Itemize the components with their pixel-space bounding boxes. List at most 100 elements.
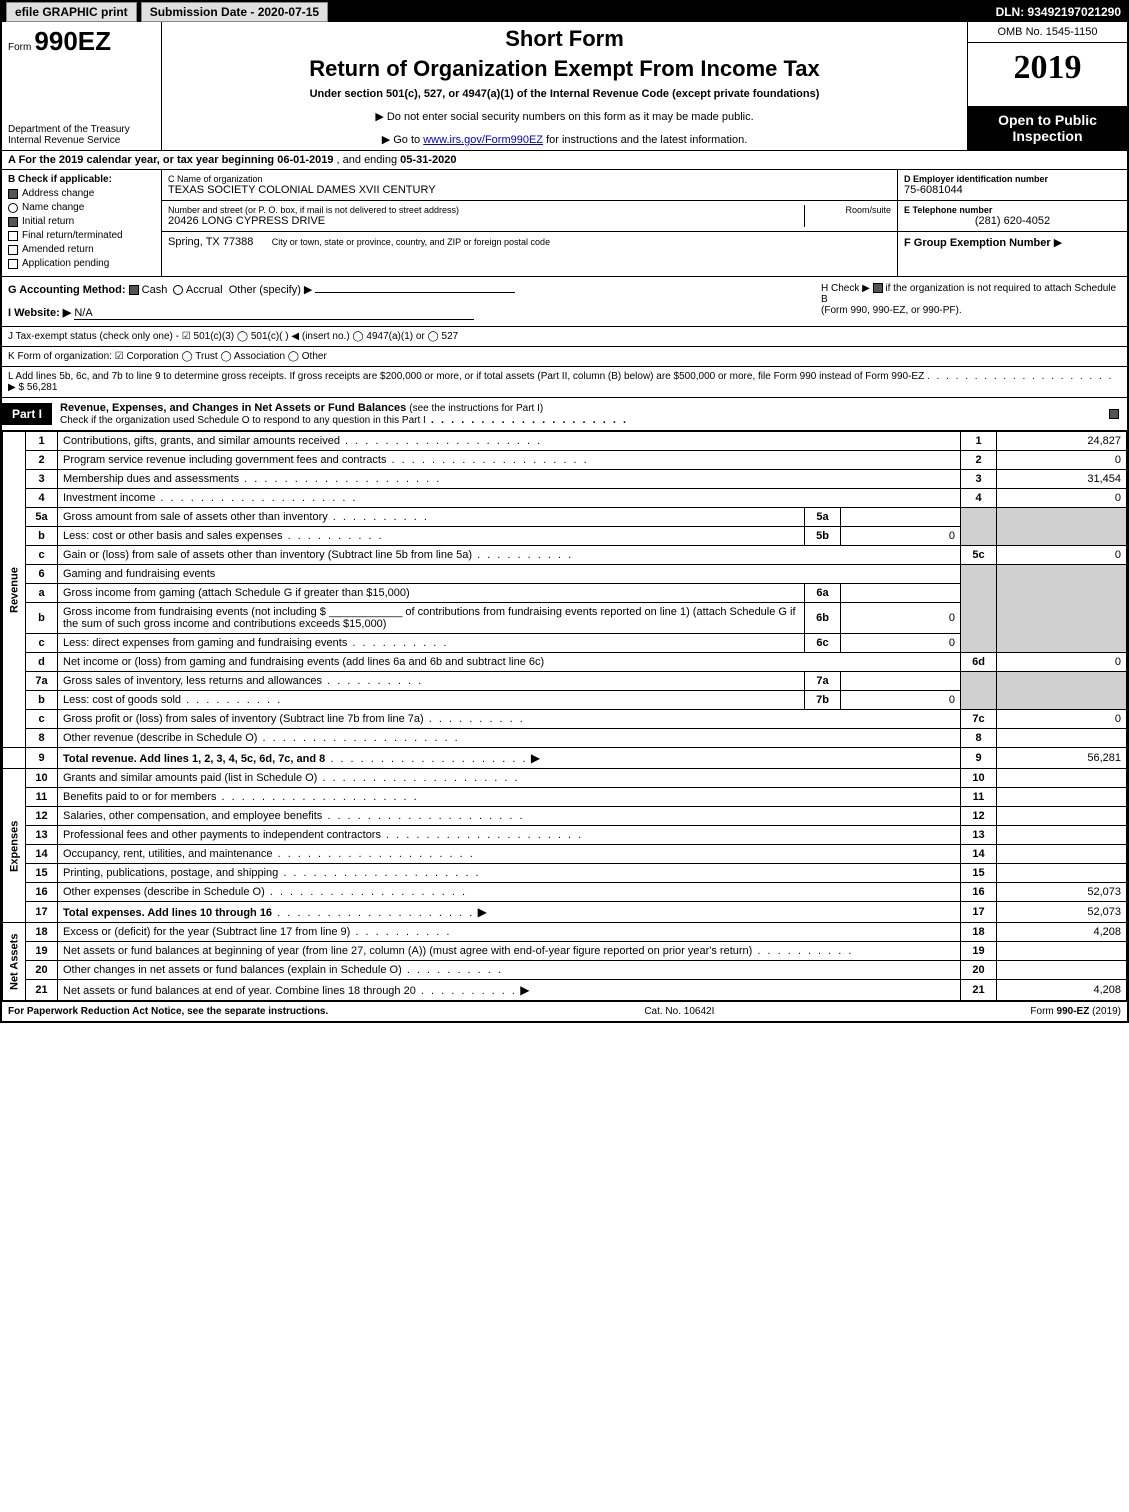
l18-n: 18	[26, 923, 58, 942]
a-end: 05-31-2020	[400, 154, 456, 166]
tax-year: 2019	[968, 43, 1127, 93]
dln-label: DLN: 93492197021290	[996, 5, 1121, 19]
section-j: J Tax-exempt status (check only one) - ☑…	[2, 327, 1127, 347]
l12-amt	[997, 807, 1127, 826]
note-goto: ▶ Go to www.irs.gov/Form990EZ for instru…	[170, 133, 959, 146]
side-netassets: Net Assets	[3, 923, 26, 1001]
l21-amt: 4,208	[997, 980, 1127, 1001]
l10-n: 10	[26, 769, 58, 788]
note2-suffix: for instructions and the latest informat…	[543, 134, 747, 146]
l6-shade2	[997, 565, 1127, 653]
l7-shade1	[961, 672, 997, 710]
part1-title-text: Revenue, Expenses, and Changes in Net As…	[60, 402, 406, 414]
website-field[interactable]: N/A	[74, 307, 474, 320]
d-label: D Employer identification number	[904, 174, 1048, 184]
efile-print-button[interactable]: efile GRAPHIC print	[6, 2, 137, 22]
l17-n: 17	[26, 902, 58, 923]
section-f: F Group Exemption Number ▶	[898, 232, 1127, 253]
l12-label: Salaries, other compensation, and employ…	[63, 810, 322, 822]
l1-box: 1	[961, 432, 997, 451]
l8-amt	[997, 729, 1127, 748]
b-item-3: Final return/terminated	[22, 230, 123, 241]
chk-accrual[interactable]	[173, 285, 183, 295]
chk-app-pending[interactable]	[8, 259, 18, 269]
l5c-box: 5c	[961, 546, 997, 565]
footer-right: Form 990-EZ (2019)	[1030, 1006, 1121, 1017]
city-value: Spring, TX 77388	[168, 236, 253, 248]
l7b-samt: 0	[841, 691, 961, 710]
l8-box: 8	[961, 729, 997, 748]
org-name: TEXAS SOCIETY COLONIAL DAMES XVII CENTUR…	[168, 184, 891, 196]
l11-n: 11	[26, 788, 58, 807]
l1-label: Contributions, gifts, grants, and simila…	[63, 435, 340, 447]
subtitle: Under section 501(c), 527, or 4947(a)(1)…	[170, 88, 959, 100]
chk-schedule-b[interactable]	[873, 283, 883, 293]
l7a-samt	[841, 672, 961, 691]
l5c-n: c	[26, 546, 58, 565]
l7a-n: 7a	[26, 672, 58, 691]
l20-box: 20	[961, 961, 997, 980]
l6c-n: c	[26, 634, 58, 653]
l19-label: Net assets or fund balances at beginning…	[63, 945, 752, 957]
l1-n: 1	[26, 432, 58, 451]
l1-amt: 24,827	[997, 432, 1127, 451]
irs-link[interactable]: www.irs.gov/Form990EZ	[423, 134, 543, 146]
l5c-amt: 0	[997, 546, 1127, 565]
note-ssn: ▶ Do not enter social security numbers o…	[170, 110, 959, 123]
chk-cash[interactable]	[129, 285, 139, 295]
l6a-n: a	[26, 584, 58, 603]
l-amt: 56,281	[27, 382, 58, 393]
open-public-l1: Open to Public	[970, 112, 1125, 128]
g-accrual: Accrual	[186, 284, 223, 296]
side-expenses: Expenses	[3, 769, 26, 923]
l18-amt: 4,208	[997, 923, 1127, 942]
l15-label: Printing, publications, postage, and shi…	[63, 867, 278, 879]
section-c: C Name of organization TEXAS SOCIETY COL…	[162, 170, 897, 276]
l10-label: Grants and similar amounts paid (list in…	[63, 772, 317, 784]
l6b-sub: 6b	[805, 603, 841, 634]
b-item-1: Name change	[22, 202, 84, 213]
l3-box: 3	[961, 470, 997, 489]
l13-box: 13	[961, 826, 997, 845]
f-label: F Group Exemption Number	[904, 237, 1051, 249]
l6b-n: b	[26, 603, 58, 634]
l16-n: 16	[26, 883, 58, 902]
l5a-samt	[841, 508, 961, 527]
section-k: K Form of organization: ☑ Corporation ◯ …	[2, 347, 1127, 367]
c-label: C Name of organization	[168, 174, 891, 184]
h-text1: H Check ▶	[821, 283, 870, 294]
l4-box: 4	[961, 489, 997, 508]
header-right: OMB No. 1545-1150 2019 Open to Public In…	[967, 22, 1127, 150]
chk-name-change[interactable]	[8, 203, 18, 213]
l5b-sub: 5b	[805, 527, 841, 546]
note2-prefix: ▶ Go to	[382, 134, 423, 146]
l9-amt: 56,281	[997, 748, 1127, 769]
part1-check-line: Check if the organization used Schedule …	[60, 415, 426, 426]
l2-label: Program service revenue including govern…	[63, 454, 386, 466]
section-h: H Check ▶ if the organization is not req…	[821, 283, 1121, 320]
l16-label: Other expenses (describe in Schedule O)	[63, 886, 265, 898]
l9-label: Total revenue. Add lines 1, 2, 3, 4, 5c,…	[63, 753, 325, 765]
submission-date-badge: Submission Date - 2020-07-15	[141, 2, 328, 22]
l5b-n: b	[26, 527, 58, 546]
a-prefix: A For the 2019 calendar year, or tax yea…	[8, 154, 277, 166]
short-form-title: Short Form	[170, 26, 959, 52]
chk-amended[interactable]	[8, 245, 18, 255]
dept-line2: Internal Revenue Service	[8, 135, 155, 146]
l7c-box: 7c	[961, 710, 997, 729]
l6-n: 6	[26, 565, 58, 584]
l9-box: 9	[961, 748, 997, 769]
l14-label: Occupancy, rent, utilities, and maintena…	[63, 848, 273, 860]
part1-schedule-o-check[interactable]	[1109, 409, 1119, 419]
chk-address-change[interactable]	[8, 189, 18, 199]
h-text3: (Form 990, 990-EZ, or 990-PF).	[821, 305, 962, 316]
chk-final-return[interactable]	[8, 231, 18, 241]
d-value: 75-6081044	[904, 184, 1121, 196]
lines-table: Revenue 1 Contributions, gifts, grants, …	[2, 431, 1127, 1001]
l2-n: 2	[26, 451, 58, 470]
g-other-field[interactable]	[315, 292, 515, 293]
form-number: 990EZ	[34, 26, 111, 56]
part1-title: Revenue, Expenses, and Changes in Net As…	[52, 398, 636, 430]
l19-n: 19	[26, 942, 58, 961]
chk-initial-return[interactable]	[8, 217, 18, 227]
